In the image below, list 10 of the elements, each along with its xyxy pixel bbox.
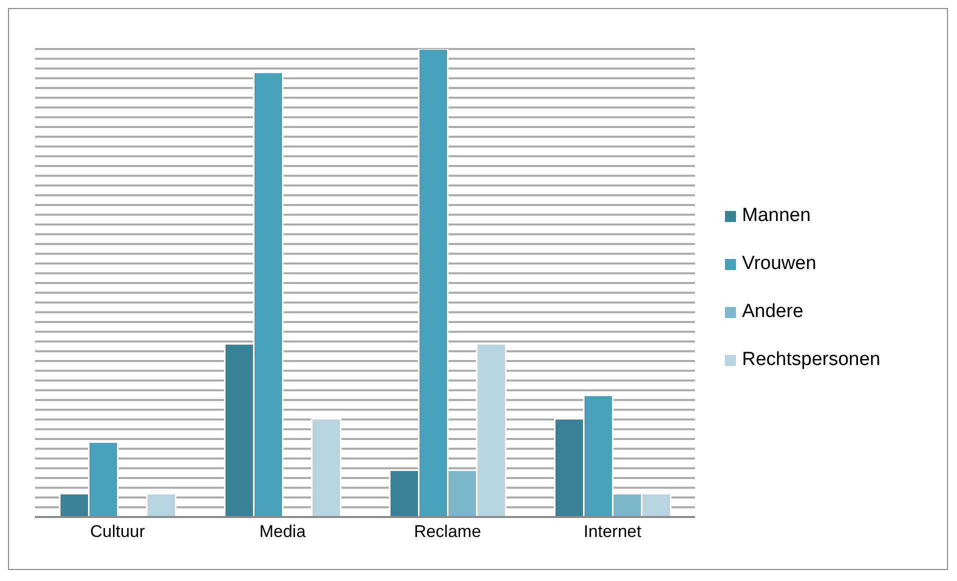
x-tick-label: Media [259,522,306,542]
x-tick-label: Reclame [414,522,482,542]
bar [146,492,176,517]
legend-label: Rechtspersonen [741,348,882,372]
x-tick-label: Internet [584,522,642,542]
x-tick-label: Cultuur [90,522,146,542]
legend-label: Vrouwen [741,252,818,276]
bar [311,418,342,517]
legend-label: Andere [741,300,804,324]
legend-label: Mannen [741,204,812,228]
